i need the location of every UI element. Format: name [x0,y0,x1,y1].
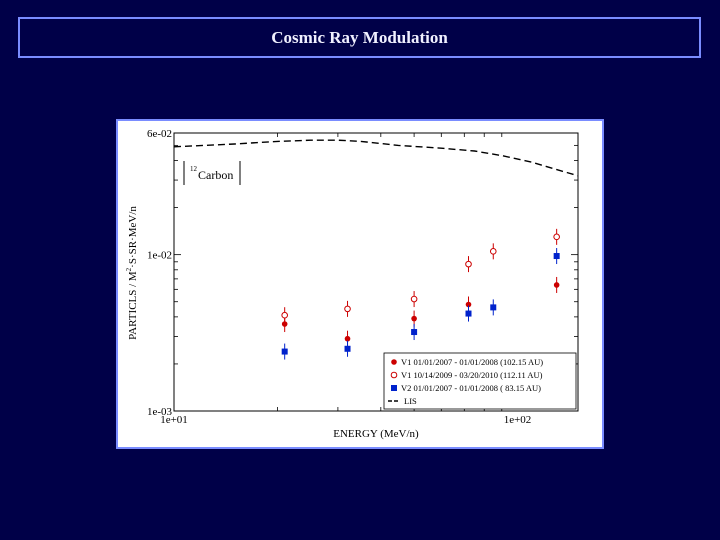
chart-svg: 1e+01 1e+02 1e-03 1e-02 6e-02 PARTICLS / M2·… [125,128,579,440]
title-bar: Cosmic Ray Modulation [18,17,701,58]
data-point-v2-2007 [465,310,472,317]
data-point-v2-2007 [553,253,560,260]
data-point-v2-2007 [281,348,288,355]
y-axis-label: PARTICLS / M [127,271,139,340]
species-label: 12 Carbon [183,161,241,185]
legend-label-v2-2007: V2 01/01/2007 - 01/01/2008 ( 83.15 AU) [401,383,541,393]
legend-label-lis: LIS [404,396,417,406]
y-tick-label: 1e-02 [147,250,172,262]
legend-marker-v1-2009 [390,371,398,379]
svg-text:PARTICLS / M2·S·SR·MeV/n: PARTICLS / M2·S·SR·MeV/n [125,206,139,340]
data-point-v2-2007 [411,329,418,336]
x-axis-label: ENERGY (MeV/n) [333,428,419,440]
lis-line [173,139,579,177]
legend-label-v1-2009: V1 10/14/2009 - 03/20/2010 (112.11 AU) [401,370,543,380]
legend-marker-v1-2007 [391,359,397,365]
species-name: Carbon [198,168,233,182]
slide-title: Cosmic Ray Modulation [271,27,448,47]
plot-area [173,132,579,412]
data-point-v1-2007 [553,282,560,288]
data-point-v2-2007 [490,304,497,311]
data-point-v1-2009 [281,311,288,319]
y-axis-label-sup: 2 [125,267,133,271]
data-point-v1-2007 [281,321,288,327]
x-tick-label: 1e+01 [160,414,188,426]
legend-label-v1-2007: V1 01/01/2007 - 01/01/2008 (102.15 AU) [401,357,543,367]
data-point-v1-2009 [553,233,560,241]
legend-box [383,352,577,410]
data-point-v1-2009 [410,295,418,303]
data-point-v2-2007 [344,345,351,352]
y-tick-label: 1e-03 [147,406,173,418]
data-point-v1-2009 [465,260,472,268]
data-markers [281,228,560,360]
tick-labels: 1e+01 1e+02 1e-03 1e-02 6e-02 [147,128,531,426]
y-tick-label: 6e-02 [147,128,172,140]
data-point-v1-2007 [465,301,472,308]
data-point-v1-2007 [411,315,417,322]
x-tick-label: 1e+02 [504,414,532,426]
data-point-v1-2007 [344,335,351,342]
legend: V1 01/01/2007 - 01/01/2008 (102.15 AU) V… [383,352,577,410]
data-point-v1-2009 [489,248,497,255]
data-point-v1-2009 [344,305,351,313]
chart-frame: 1e+01 1e+02 1e-03 1e-02 6e-02 PARTICLS / M2·… [116,119,604,449]
legend-marker-v2-2007 [391,385,397,391]
species-sup: 12 [190,165,198,173]
y-axis-label-rest: ·S·SR·MeV/n [127,206,139,268]
y-axis-label-group: PARTICLS / M2·S·SR·MeV/n [125,206,139,340]
